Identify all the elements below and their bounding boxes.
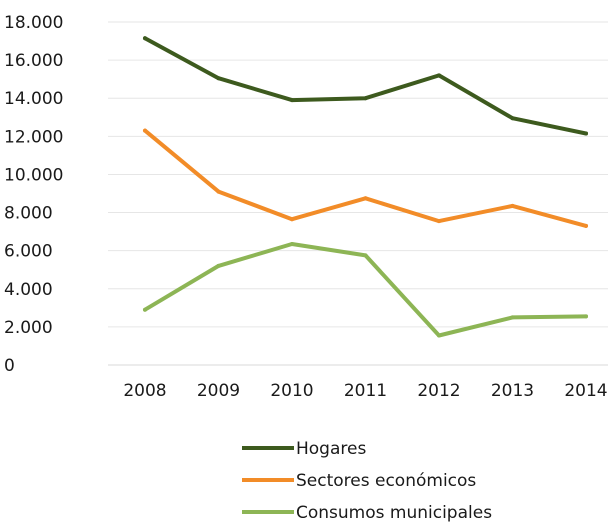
y-tick-label: 18.000 xyxy=(4,13,63,33)
x-tick-label: 2008 xyxy=(123,381,166,401)
y-tick-label: 8.000 xyxy=(4,204,53,224)
series-line xyxy=(143,128,588,228)
data-point xyxy=(290,98,294,103)
series-line xyxy=(143,36,588,136)
data-point xyxy=(510,315,515,320)
series-line xyxy=(143,242,588,338)
data-point xyxy=(363,96,368,101)
data-point xyxy=(584,314,588,319)
data-point xyxy=(584,223,588,228)
data-point xyxy=(216,263,221,268)
y-tick-label: 2.000 xyxy=(4,318,53,338)
legend: Hogares Sectores económicos Consumos munic… xyxy=(242,439,492,523)
y-tick-label: 14.000 xyxy=(4,89,63,109)
x-tick-label: 2014 xyxy=(564,381,607,401)
y-tick-label: 10.000 xyxy=(4,165,63,185)
data-point xyxy=(290,241,294,246)
data-point xyxy=(510,203,515,208)
y-axis: 0 2.000 4.000 6.000 8.000 10.000 12.000 14.000 1… xyxy=(4,13,63,376)
data-point xyxy=(143,307,147,312)
data-point xyxy=(363,253,368,258)
legend-label: Consumos municipales xyxy=(296,503,492,523)
data-point xyxy=(437,333,441,338)
y-tick-label: 4.000 xyxy=(4,280,53,300)
x-tick-label: 2013 xyxy=(491,381,534,401)
data-point xyxy=(437,219,441,224)
data-point xyxy=(216,76,221,81)
y-tick-label: 16.000 xyxy=(4,51,63,71)
data-point xyxy=(143,36,147,41)
data-point xyxy=(363,196,368,201)
y-tick-label: 12.000 xyxy=(4,127,63,147)
x-tick-label: 2012 xyxy=(417,381,460,401)
x-axis: 2008 2009 2010 2011 2012 2013 2014 xyxy=(108,364,608,401)
x-tick-label: 2011 xyxy=(344,381,387,401)
legend-label: Sectores económicos xyxy=(296,471,476,491)
gridlines xyxy=(108,21,608,328)
y-tick-label: 0 xyxy=(4,356,15,376)
data-point xyxy=(584,131,588,136)
legend-label: Hogares xyxy=(296,439,366,459)
data-point xyxy=(290,217,294,222)
data-point xyxy=(143,128,147,133)
y-tick-label: 6.000 xyxy=(4,242,53,262)
data-point xyxy=(510,116,515,121)
x-tick-label: 2009 xyxy=(197,381,240,401)
series-lines xyxy=(143,36,588,338)
data-point xyxy=(216,189,221,194)
x-tick-label: 2010 xyxy=(270,381,313,401)
data-point xyxy=(437,73,441,78)
